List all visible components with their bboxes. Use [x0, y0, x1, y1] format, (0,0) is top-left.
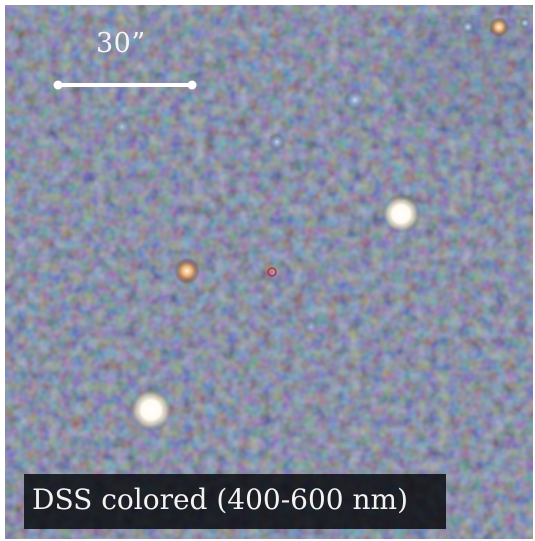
- caption-text: DSS colored (400-600 nm): [32, 483, 409, 516]
- faint-blue-star-3: [112, 117, 132, 137]
- scale-bar-right-cap: [187, 80, 197, 90]
- sky-noise: [5, 5, 533, 539]
- scale-bar-left-cap: [53, 80, 63, 90]
- scale-bar-label: 30”: [96, 28, 146, 59]
- faint-star-corner: [519, 17, 531, 29]
- bright-star-lower-left: [129, 388, 173, 432]
- orange-star-top-right: [489, 17, 509, 37]
- orange-star-left: [174, 258, 200, 284]
- caption-box: DSS colored (400-600 nm): [24, 474, 446, 529]
- bright-star-right: [381, 194, 421, 234]
- diffuse-glow: [385, 15, 533, 135]
- sky-image: [5, 5, 533, 539]
- faint-star-top-right: [461, 20, 475, 34]
- faint-blue-star: [344, 89, 366, 111]
- faint-blue-star-2: [268, 133, 286, 151]
- faint-blue-star-4: [303, 319, 319, 335]
- target-marker: [267, 267, 277, 277]
